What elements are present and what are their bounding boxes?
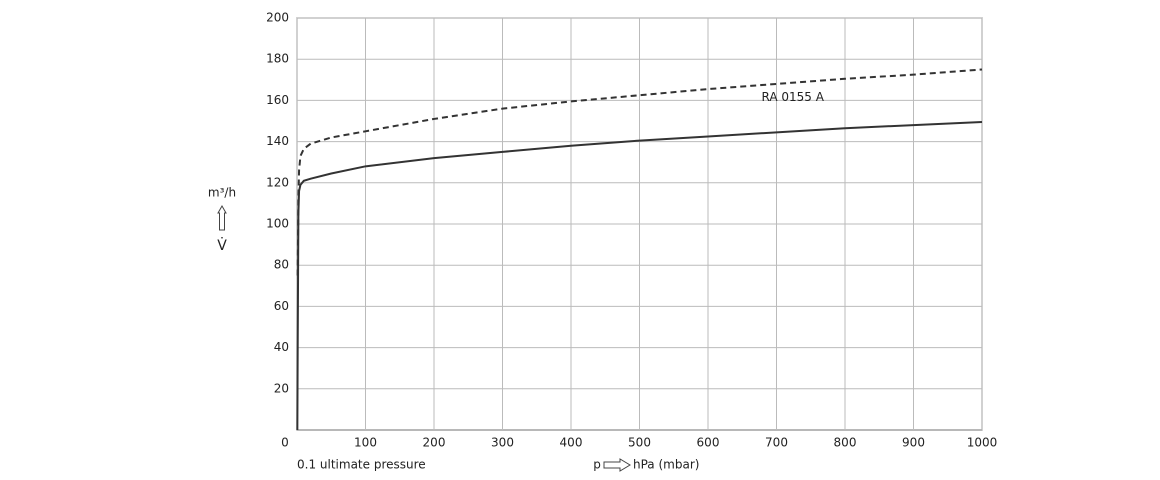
y-tick-label: 80 <box>274 258 289 272</box>
series-label: RA 0155 A <box>762 90 825 104</box>
x-tick-label: 0 <box>281 436 289 450</box>
x-tick-label: 400 <box>560 436 583 450</box>
y-tick-label: 160 <box>266 93 289 107</box>
y-arrow <box>217 204 227 231</box>
x-tick-label: 900 <box>902 436 925 450</box>
x-tick-label: 100 <box>354 436 377 450</box>
y-tick-label: 60 <box>274 299 289 313</box>
y-axis-label: m³/h <box>208 186 236 200</box>
x-tick-label: 200 <box>423 436 446 450</box>
y-axis-symbol: V̇ <box>217 237 227 254</box>
x-tick-label: 1000 <box>967 436 998 450</box>
x-axis-label: hPa (mbar) <box>633 458 699 472</box>
x-tick-label: 800 <box>834 436 857 450</box>
y-tick-label: 20 <box>274 381 289 395</box>
annotation: 0.1 ultimate pressure <box>297 458 426 472</box>
x-axis-symbol: p <box>593 458 601 472</box>
x-arrow <box>603 458 631 472</box>
y-tick-label: 100 <box>266 217 289 231</box>
x-tick-label: 500 <box>628 436 651 450</box>
x-tick-label: 300 <box>491 436 514 450</box>
y-tick-label: 40 <box>274 340 289 354</box>
x-tick-label: 600 <box>697 436 720 450</box>
x-tick-label: 700 <box>765 436 788 450</box>
y-tick-label: 180 <box>266 52 289 66</box>
y-tick-label: 120 <box>266 175 289 189</box>
y-tick-label: 140 <box>266 134 289 148</box>
line-series <box>296 68 983 276</box>
y-tick-label: 200 <box>266 11 289 25</box>
